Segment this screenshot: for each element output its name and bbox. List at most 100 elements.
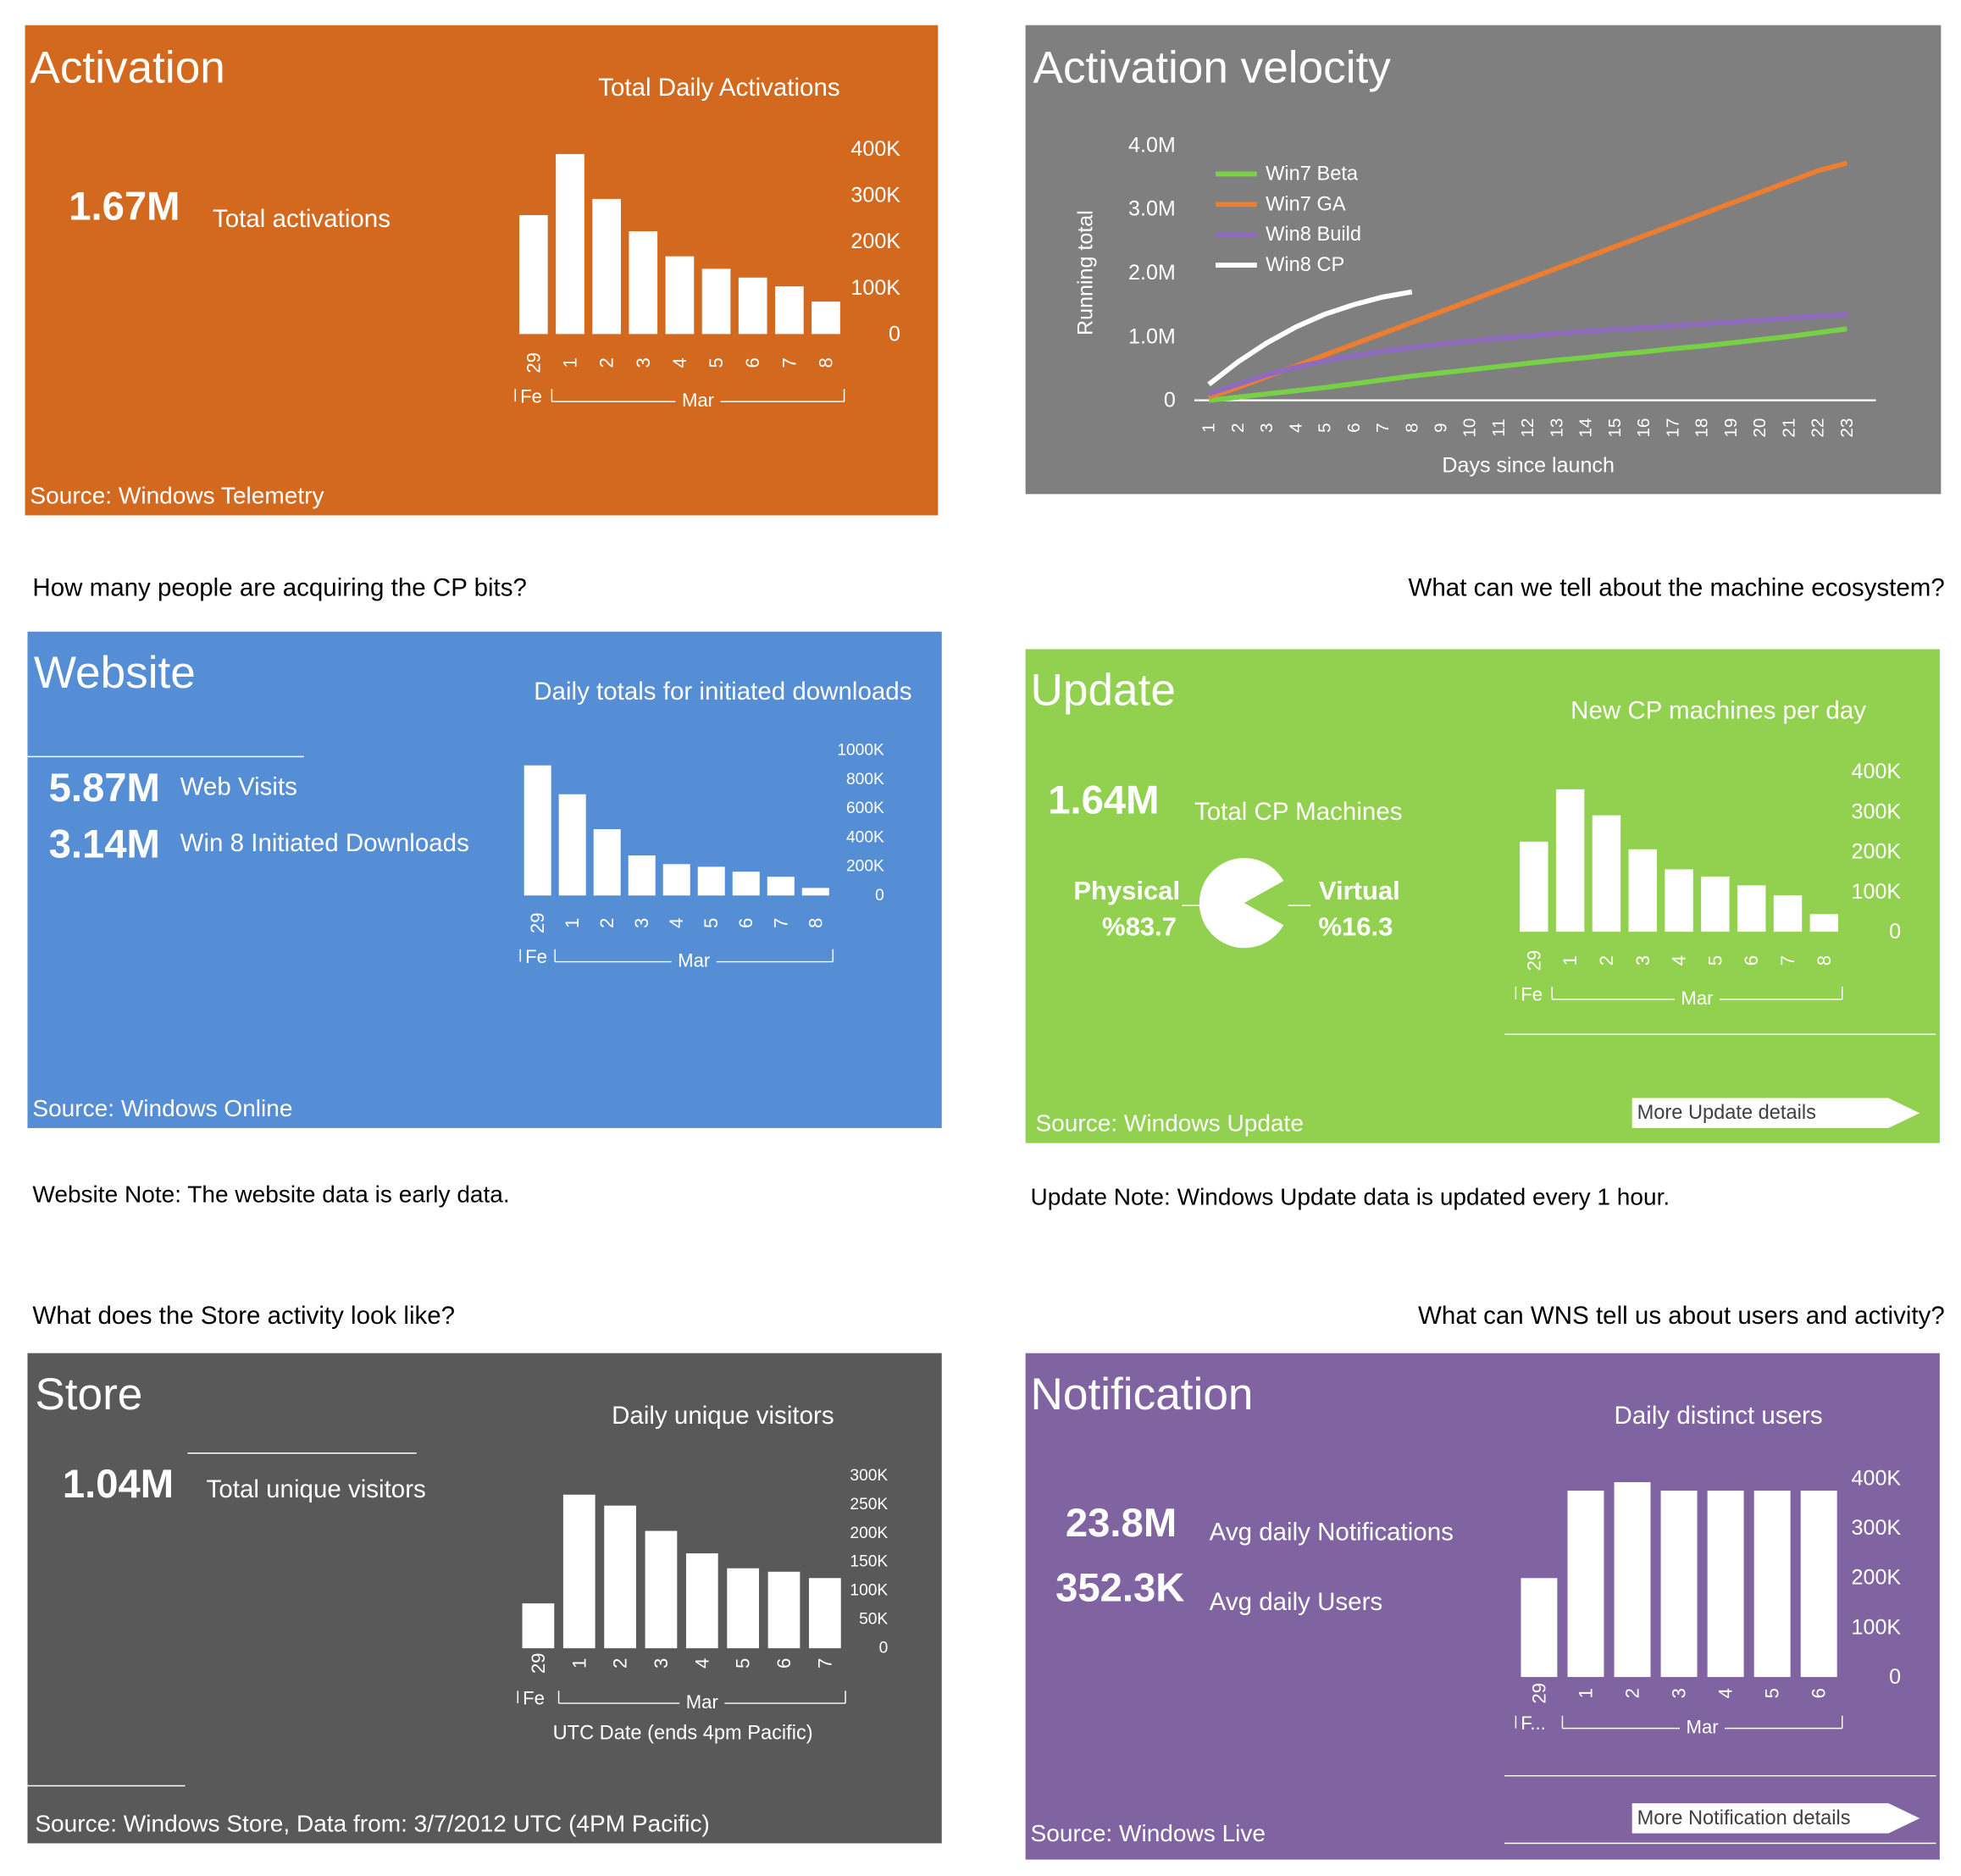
x-tick-label: 21 xyxy=(1779,418,1798,438)
bar xyxy=(1567,1490,1604,1678)
note: Website Note: The website data is early … xyxy=(32,1181,509,1208)
x-axis-label: Days since launch xyxy=(1442,453,1615,477)
bar xyxy=(1660,1490,1698,1678)
x-tick-label: 6 xyxy=(735,918,756,928)
details-button-label[interactable]: More Update details xyxy=(1637,1102,1816,1124)
y-tick-label: 200K xyxy=(850,230,900,253)
panel-title: Website xyxy=(34,648,196,698)
bar xyxy=(519,215,548,335)
y-tick-label: 200K xyxy=(850,1525,888,1542)
bar xyxy=(775,286,804,335)
pie-slice xyxy=(1244,881,1290,926)
y-tick-label: 3.0M xyxy=(1128,197,1176,221)
details-button[interactable] xyxy=(1631,1803,1920,1834)
x-tick-label: 8 xyxy=(805,918,826,928)
x-tick-label: 19 xyxy=(1721,418,1741,438)
panel-title: Activation velocity xyxy=(1033,42,1392,92)
y-tick-label: 400K xyxy=(1852,760,1902,783)
legend-label: Win8 Build xyxy=(1266,224,1361,246)
details-button-label[interactable]: More Notification details xyxy=(1637,1807,1851,1829)
group-label: Fe xyxy=(1521,983,1543,1004)
x-tick-label: 5 xyxy=(706,357,727,368)
x-tick-label: 17 xyxy=(1663,418,1682,438)
x-tick-label: 29 xyxy=(527,912,548,933)
kpi-label: Avg daily Users xyxy=(1210,1588,1383,1616)
y-tick-label: 300K xyxy=(850,184,900,208)
question: What does the Store activity look like? xyxy=(32,1302,455,1330)
x-tick-label: 3 xyxy=(1669,1688,1690,1698)
x-tick-label: 2 xyxy=(610,1658,631,1668)
x-tick-label: 8 xyxy=(816,357,837,368)
source: Source: Windows Update xyxy=(1035,1110,1303,1137)
x-tick-label: 16 xyxy=(1634,418,1654,438)
x-tick-label: 6 xyxy=(1741,955,1762,966)
x-tick-label: 14 xyxy=(1576,418,1596,438)
y-tick-label: 0 xyxy=(875,887,884,905)
bar xyxy=(1800,1490,1837,1678)
x-tick-label: 2 xyxy=(1596,955,1617,966)
x-tick-label: 2 xyxy=(1228,423,1248,432)
x-tick-label: 3 xyxy=(1257,423,1277,432)
y-tick-label: 1.0M xyxy=(1128,324,1176,348)
x-tick-label: 7 xyxy=(814,1658,835,1668)
y-tick-label: 400K xyxy=(1852,1466,1902,1490)
x-tick-label: 1 xyxy=(559,357,580,368)
x-tick-label: 6 xyxy=(1809,1688,1830,1698)
y-tick-label: 0 xyxy=(879,1640,889,1657)
kpi-value: 23.8M xyxy=(1066,1501,1177,1546)
bar xyxy=(1773,895,1803,932)
x-tick-label: 8 xyxy=(1402,423,1421,432)
bar xyxy=(628,855,656,896)
x-tick-label: 2 xyxy=(1622,1688,1643,1698)
pie-value-label: %16.3 xyxy=(1318,912,1393,942)
question: What can WNS tell us about users and act… xyxy=(1418,1302,1945,1330)
y-tick-label: 0 xyxy=(1889,920,1901,944)
bar xyxy=(1707,1490,1744,1678)
y-tick-label: 200K xyxy=(1852,1566,1902,1590)
y-tick-label: 100K xyxy=(850,1582,888,1600)
bar xyxy=(727,1568,760,1649)
kpi-value: 1.04M xyxy=(63,1462,174,1507)
chart-title: Daily unique visitors xyxy=(612,1402,834,1430)
series-line xyxy=(1207,289,1413,387)
bar xyxy=(732,872,760,896)
chart-title: Total Daily Activations xyxy=(598,74,839,102)
bar xyxy=(767,1571,800,1649)
bar xyxy=(523,765,551,896)
y-tick-label: 2.0M xyxy=(1128,261,1176,285)
series-line xyxy=(1208,160,1848,400)
bar xyxy=(1701,876,1730,932)
group-label: Fe xyxy=(525,946,547,967)
note: Update Note: Windows Update data is upda… xyxy=(1031,1184,1670,1210)
x-tick-label: 15 xyxy=(1605,418,1625,438)
bar xyxy=(556,153,584,335)
panel-title: Update xyxy=(1031,666,1176,716)
x-tick-label: 7 xyxy=(770,918,791,928)
x-tick-label: 4 xyxy=(1286,423,1305,432)
x-tick-label: 7 xyxy=(1777,955,1798,966)
kpi-label: Total CP Machines xyxy=(1194,798,1403,826)
y-tick-label: 800K xyxy=(846,771,884,789)
details-button[interactable] xyxy=(1631,1098,1920,1128)
x-tick-label: 13 xyxy=(1547,418,1566,438)
group-label: Mar xyxy=(1687,1717,1719,1738)
x-tick-label: 4 xyxy=(666,918,687,928)
y-tick-label: 100K xyxy=(1852,1615,1902,1639)
bar xyxy=(812,302,840,335)
y-tick-label: 0 xyxy=(1889,1665,1901,1689)
x-tick-label: 29 xyxy=(528,1653,549,1674)
kpi-label: Win 8 Initiated Downloads xyxy=(180,829,469,857)
source: Source: Windows Online xyxy=(32,1095,292,1121)
chart-title: New CP machines per day xyxy=(1570,696,1866,724)
kpi-value: 1.67M xyxy=(69,184,180,229)
bar xyxy=(1520,841,1548,932)
source: Source: Windows Store, Data from: 3/7/20… xyxy=(35,1810,710,1836)
x-tick-label: 6 xyxy=(773,1658,795,1668)
bar xyxy=(665,256,695,335)
x-tick-label: 4 xyxy=(691,1658,712,1668)
x-tick-label: 5 xyxy=(701,918,722,928)
group-label: Fe xyxy=(520,386,542,407)
bar xyxy=(738,277,767,335)
chart-title: Daily distinct users xyxy=(1615,1402,1823,1430)
y-tick-label: 100K xyxy=(1852,880,1902,904)
